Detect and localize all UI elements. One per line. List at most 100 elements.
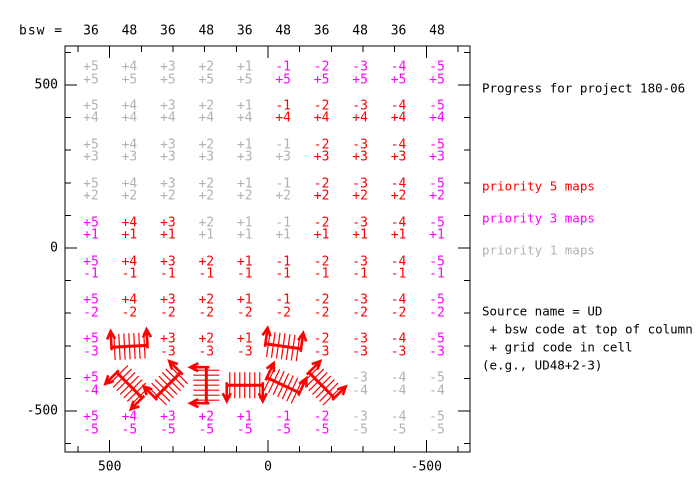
grid-cell: -1 -5 [275,409,292,438]
grid-cell: -3 +3 [352,137,368,165]
grid-cell: -3 +2 [352,176,368,204]
scan-pattern-icon [139,356,195,412]
x-tick-label: -500 [410,459,442,475]
grid-cell: -4 +3 [390,137,407,165]
grid-cell: -2 +2 [313,176,330,204]
bsw-label: bsw = [19,23,64,39]
y-tick-label: 0 [50,240,58,256]
grid-cell: -2 +4 [313,98,330,126]
scan-pattern-icon [188,361,221,409]
grid-cell: +1 +5 [236,59,253,87]
grid-cell: -5 +4 [429,98,445,126]
annotation-line: priority 3 maps [482,210,595,226]
grid-cell: -5 +5 [429,59,445,87]
grid-cell: +3 -2 [160,292,176,321]
grid-cell: +5 +4 [83,98,99,126]
grid-cell: +5 -4 [83,370,99,399]
annotation-line: (e.g., UD48+2-3) [482,357,603,373]
grid-cell: -5 -1 [429,254,445,282]
grid-cell: +3 +1 [160,215,176,243]
grid-cell: +2 -5 [198,409,215,438]
grid-cell: -4 -1 [390,254,407,282]
grid-cell: -2 -5 [313,409,330,438]
grid-cell: +1 +4 [236,98,253,126]
column-bsw-header: 36 [83,23,99,39]
grid-cell: -2 +3 [313,137,330,165]
column-bsw-header: 48 [429,23,445,39]
grid-cell: +5 +5 [83,59,99,87]
grid-cell: -1 -2 [275,292,292,321]
column-bsw-header: 48 [198,23,215,39]
grid-cell: -4 -4 [390,370,407,399]
grid-cell: +4 -1 [121,254,138,282]
annotation-line: priority 5 maps [482,178,595,194]
grid-cell: -1 +2 [275,176,292,204]
grid-cell: -2 -1 [313,254,330,282]
grid-cell: -4 +5 [390,59,407,87]
grid-cell: +5 +2 [83,176,99,204]
grid-cell: -1 +5 [275,59,292,87]
scan-pattern-icon [221,370,269,403]
grid-cell: +3 -5 [160,409,176,438]
scan-pattern-icon [105,327,154,362]
column-bsw-header: 48 [275,23,292,39]
grid-cell: -1 +3 [275,137,292,165]
x-tick-label: 500 [97,459,122,475]
annotation-line: + grid code in cell [482,339,633,355]
grid-cell: -4 -5 [390,409,407,438]
grid-cell: +2 +2 [198,176,215,204]
scan-pattern-icon [258,325,309,364]
column-bsw-header: 36 [313,23,330,39]
grid-cell: -2 +5 [313,59,330,87]
grid-cell: +2 -2 [198,292,215,321]
grid-cell: -1 -1 [275,254,292,282]
grid-cell: +3 +5 [160,59,176,87]
y-tick-label: -500 [26,403,58,419]
grid-cell: -5 +3 [429,137,445,165]
grid-cell: +4 +4 [121,98,138,126]
grid-cell: -5 -2 [429,292,445,321]
column-bsw-header: 48 [121,23,138,39]
grid-cell: +4 +1 [121,215,138,243]
grid-cell: -3 -3 [352,331,368,360]
x-tick-label: 0 [264,459,272,475]
y-tick-label: 500 [34,77,58,93]
grid-cell: -3 -1 [352,254,368,282]
grid-cell: -3 -4 [352,370,368,399]
grid-cell: +3 -1 [160,254,176,282]
grid-cell: -1 +1 [275,215,292,243]
grid-cell: +5 +3 [83,137,99,165]
grid-cell: +2 -1 [198,254,215,282]
column-bsw-header: 48 [352,23,368,39]
column-bsw-header: 36 [236,23,253,39]
grid-cell: -5 +2 [429,176,445,204]
annotation-line: Source name = UD [482,303,603,319]
grid-cell: -3 +1 [352,215,368,243]
grid-cell: +5 -5 [83,409,99,438]
grid-cell: +1 -5 [236,409,253,438]
grid-cell: -4 +2 [390,176,407,204]
grid-cell: +2 +5 [198,59,215,87]
grid-cell: -4 -2 [390,292,407,321]
grid-cell: +1 +3 [236,137,253,165]
grid-cell: +2 +4 [198,98,215,126]
grid-cell: -2 +1 [313,215,330,243]
grid-cell: -4 +4 [390,98,407,126]
grid-cell: +4 -2 [121,292,138,321]
grid-cell: +3 +3 [160,137,176,165]
grid-cell: +2 +3 [198,137,215,165]
grid-cell: +5 -3 [83,331,99,360]
grid-cell: +1 -3 [236,331,253,360]
column-bsw-header: 36 [390,23,407,39]
grid-cell: +5 +1 [83,215,99,243]
grid-cell: +3 +4 [160,98,176,126]
grid-cell: -3 +4 [352,98,368,126]
grid-cell: +4 +3 [121,137,138,165]
grid-cell: +5 -2 [83,292,99,321]
grid-cell: +2 +1 [198,215,215,243]
grid-cell: -5 -4 [429,370,445,399]
grid-cell: +1 +1 [236,215,253,243]
grid-cell: +5 -1 [83,254,99,282]
grid-cell: +2 -3 [198,331,215,360]
